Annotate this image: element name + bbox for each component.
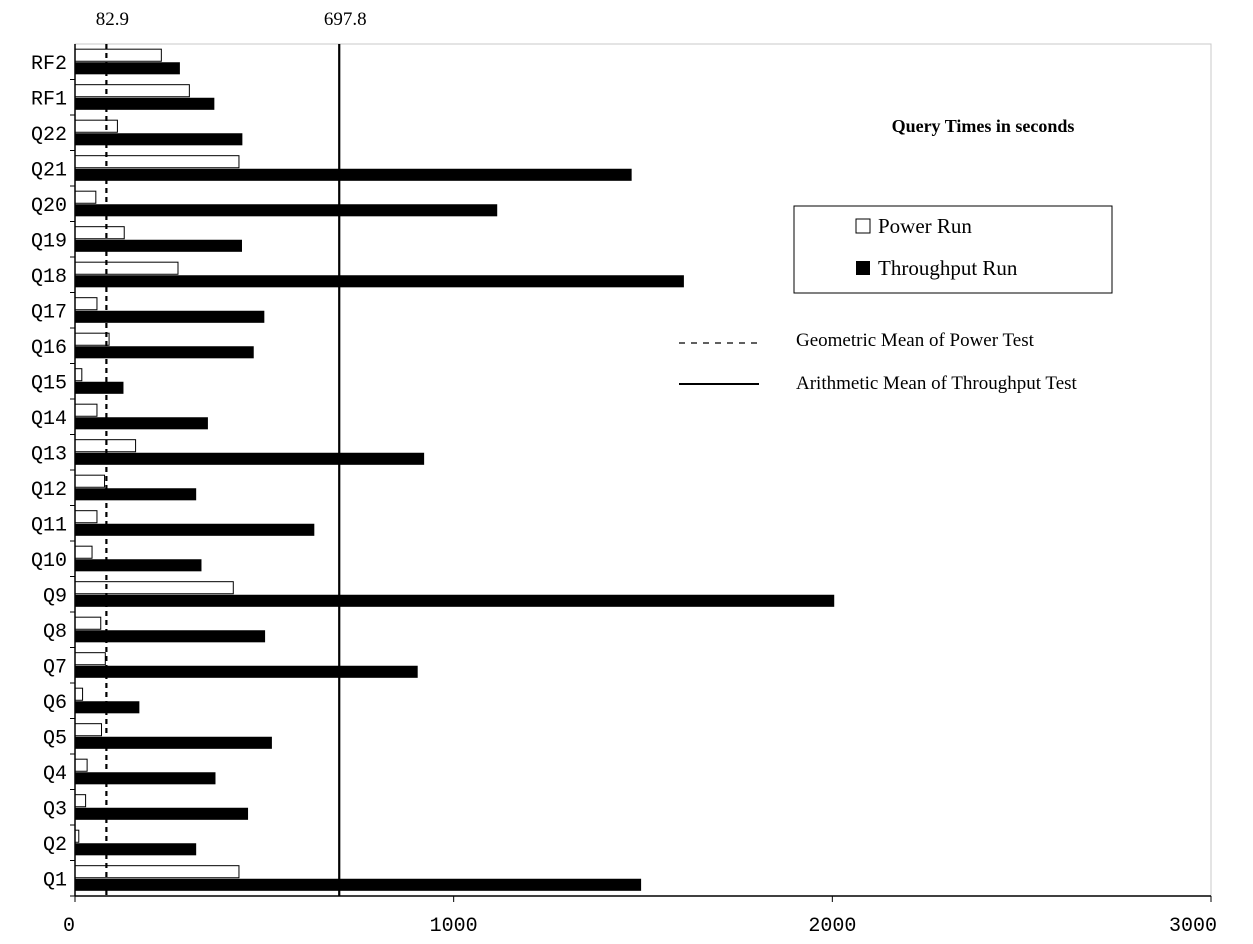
legend-label-throughput-run: Throughput Run (878, 256, 1018, 280)
x-tick-label-0: 0 (63, 915, 75, 938)
y-tick-label-q16: Q16 (31, 337, 67, 360)
y-tick-label-q8: Q8 (43, 621, 67, 644)
y-tick-label-rf1: RF1 (31, 88, 67, 111)
y-tick-label-q6: Q6 (43, 692, 67, 715)
legend-swatch-power-run (855, 218, 871, 234)
bar-power-run-q19 (74, 226, 125, 240)
bar-power-run-q7 (74, 652, 106, 666)
bar-throughput-run-q12 (75, 488, 197, 501)
bar-power-run-q12 (74, 474, 106, 488)
bar-throughput-run-q14 (75, 417, 208, 430)
bar-power-run-q10 (74, 545, 93, 559)
y-tick-label-q19: Q19 (31, 230, 67, 253)
bar-throughput-run-q10 (75, 559, 202, 572)
bar-power-run-q5 (74, 723, 103, 737)
y-tick-label-q18: Q18 (31, 266, 67, 289)
y-tick-label-q3: Q3 (43, 798, 67, 821)
bar-throughput-run-rf1 (75, 97, 215, 110)
bar-power-run-q6 (74, 687, 84, 701)
y-tick-label-rf2: RF2 (31, 53, 67, 76)
bar-power-run-q11 (74, 510, 98, 524)
y-tick-label-q4: Q4 (43, 763, 67, 786)
y-tick-label-q21: Q21 (31, 159, 67, 182)
bar-power-run-q4 (74, 758, 88, 772)
y-tick-label-q10: Q10 (31, 550, 67, 573)
y-tick-label-q22: Q22 (31, 124, 67, 147)
bar-throughput-run-q16 (75, 346, 254, 359)
bar-throughput-run-q5 (75, 736, 272, 749)
y-tick-label-q12: Q12 (31, 479, 67, 502)
bar-throughput-run-q13 (75, 452, 425, 465)
reference-line-label-geometric-mean-of-power-test: 82.9 (96, 9, 129, 30)
y-tick-label-q5: Q5 (43, 727, 67, 750)
bar-throughput-run-q9 (75, 594, 835, 607)
bar-power-run-q18 (74, 261, 179, 275)
bar-throughput-run-q19 (75, 239, 242, 252)
bar-throughput-run-q20 (75, 204, 498, 217)
chart-title: Query Times in seconds (892, 116, 1075, 136)
bar-power-run-q21 (74, 155, 240, 169)
y-tick-labels: Q1 Q2 Q3 Q4 Q5 Q6 Q7 Q8 Q9 Q10 Q11 Q12 Q13 Q14 Q15 Q16 Q… (31, 53, 75, 897)
bar-throughput-run-q22 (75, 133, 243, 146)
x-tick-label-1000: 1000 (430, 915, 478, 938)
bar-power-run-q14 (74, 403, 98, 417)
bar-power-run-q1 (74, 865, 240, 879)
bar-throughput-run-q17 (75, 310, 265, 323)
bar-power-run-q20 (74, 190, 97, 204)
reference-line-legend: Geometric Mean of Power Test Arithmetic … (679, 330, 1078, 394)
plot-area (74, 43, 1212, 897)
bar-power-run-q3 (74, 794, 87, 808)
bar-throughput-run-q11 (75, 523, 315, 536)
bar-throughput-run-q3 (75, 807, 249, 820)
y-tick-label-q17: Q17 (31, 301, 67, 324)
bar-power-run-q17 (74, 297, 98, 311)
bar-throughput-run-q8 (75, 630, 266, 643)
legend-swatch-throughput-run (856, 261, 870, 275)
y-tick-label-q14: Q14 (31, 408, 67, 431)
bar-power-run-q22 (74, 119, 118, 133)
y-tick-label-q9: Q9 (43, 585, 67, 608)
bar-throughput-run-q15 (75, 381, 124, 394)
bar-throughput-run-q4 (75, 772, 216, 785)
bar-power-run-q9 (74, 581, 234, 595)
bar-throughput-run-rf2 (75, 62, 180, 75)
y-tick-label-q7: Q7 (43, 656, 67, 679)
legend-label-geometric-mean: Geometric Mean of Power Test (796, 330, 1035, 351)
y-tick-label-q2: Q2 (43, 834, 67, 857)
x-tick-label-3000: 3000 (1169, 915, 1217, 938)
legend-frame (793, 205, 1113, 294)
bar-power-run-q8 (74, 616, 102, 630)
bar-throughput-run-q6 (75, 701, 140, 714)
y-tick-label-q15: Q15 (31, 372, 67, 395)
reference-line-label-arithmetic-mean-of-throughput-test: 697.8 (324, 9, 367, 30)
reference-lines-group: 82.9 697.8 (96, 9, 367, 896)
bar-power-run-q15 (74, 368, 83, 382)
bar-power-run-q16 (74, 332, 110, 346)
y-tick-label-q13: Q13 (31, 443, 67, 466)
legend-label-arithmetic-mean: Arithmetic Mean of Throughput Test (796, 373, 1078, 394)
legend-label-power-run: Power Run (878, 214, 972, 238)
bar-throughput-run-q1 (75, 878, 642, 891)
y-tick-label-q1: Q1 (43, 869, 67, 892)
x-tick-labels: 0 1000 2000 3000 (63, 896, 1217, 938)
bar-power-run-rf1 (74, 84, 190, 98)
bar-throughput-run-q7 (75, 665, 418, 678)
x-tick-label-2000: 2000 (808, 915, 856, 938)
bar-throughput-run-q18 (75, 275, 684, 288)
bar-throughput-run-q21 (75, 168, 632, 181)
y-tick-label-q20: Q20 (31, 195, 67, 218)
bar-throughput-run-q2 (75, 843, 197, 856)
y-tick-label-q11: Q11 (31, 514, 67, 537)
legend-box: Power Run Throughput Run (793, 205, 1113, 294)
bar-power-run-rf2 (74, 48, 162, 62)
